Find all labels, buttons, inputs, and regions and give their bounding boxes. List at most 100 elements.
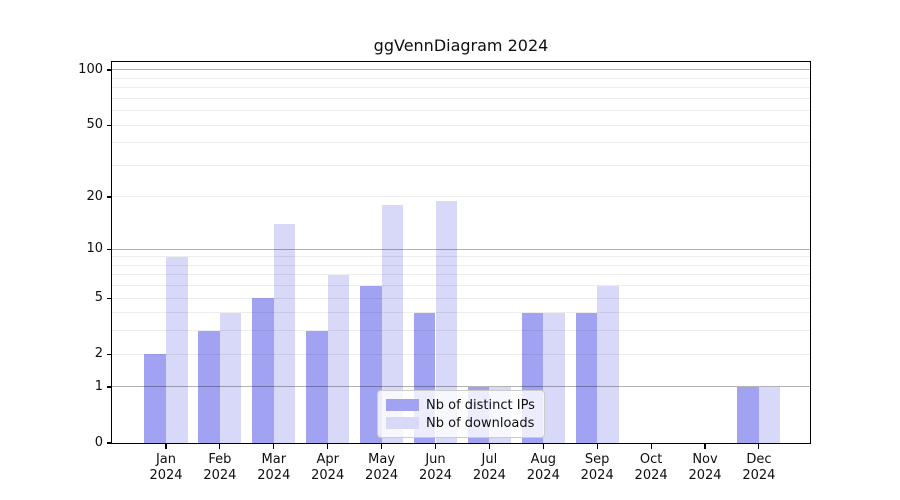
x-tick-label-dec: Dec 2024 (729, 452, 789, 483)
x-tick-month: Apr (316, 452, 339, 467)
bar-ips-apr (306, 330, 328, 443)
gridline-minor-8 (112, 264, 810, 266)
y-tick-label-2: 2 (94, 346, 103, 362)
legend: Nb of distinct IPs Nb of downloads (377, 390, 545, 438)
legend-label: Nb of distinct IPs (426, 397, 535, 413)
bar-ips-feb (198, 330, 220, 443)
x-tick-year: 2024 (365, 467, 399, 483)
bar-downloads-mar (273, 224, 296, 443)
gridline-minor-2 (112, 353, 810, 355)
gridline-minor-40 (112, 142, 810, 144)
gridline-minor-20 (112, 196, 810, 198)
bar-ips-may (360, 285, 382, 443)
gridline-major-1 (112, 386, 810, 388)
x-tick-mark (704, 444, 706, 449)
x-tick-month: Sep (584, 452, 610, 467)
legend-label: Nb of downloads (426, 415, 535, 431)
y-tick-mark (107, 353, 112, 355)
legend-swatch (386, 417, 419, 429)
x-tick-month: Jul (481, 452, 498, 467)
x-tick-month: Mar (261, 452, 287, 467)
y-tick-label-10: 10 (86, 241, 103, 257)
gridline-minor-7 (112, 274, 810, 276)
bar-ips-mar (252, 298, 274, 443)
x-tick-label-may: May 2024 (352, 452, 412, 483)
x-tick-month: Oct (639, 452, 663, 467)
legend-item-ips: Nb of distinct IPs (386, 397, 536, 414)
x-tick-year: 2024 (634, 467, 668, 483)
x-tick-mark (596, 444, 598, 449)
chart-title: ggVennDiagram 2024 (373, 36, 549, 55)
x-tick-label-feb: Feb 2024 (190, 452, 250, 483)
bar-downloads-apr (327, 274, 350, 443)
bar-ips-dec (737, 386, 759, 443)
y-tick-label-0: 0 (94, 435, 103, 450)
bar-downloads-feb (219, 312, 242, 443)
y-tick-mark (107, 124, 112, 126)
gridline-minor-4 (112, 312, 810, 314)
legend-item-downloads: Nb of downloads (386, 415, 536, 432)
x-tick-mark (165, 444, 167, 449)
gridline-minor-50 (112, 124, 810, 126)
x-tick-month: May (368, 452, 396, 467)
y-tick-mark (107, 297, 112, 299)
x-tick-year: 2024 (688, 467, 722, 483)
x-tick-mark (488, 444, 490, 449)
x-tick-mark (381, 444, 383, 449)
x-tick-year: 2024 (311, 467, 345, 483)
bar-downloads-may (381, 205, 404, 443)
x-tick-month: Aug (530, 452, 556, 467)
x-tick-label-oct: Oct 2024 (621, 452, 681, 483)
x-tick-label-apr: Apr 2024 (298, 452, 358, 483)
x-tick-mark (219, 444, 221, 449)
x-tick-year: 2024 (203, 467, 237, 483)
x-tick-year: 2024 (580, 467, 614, 483)
x-tick-year: 2024 (742, 467, 776, 483)
bar-downloads-jun (435, 200, 458, 443)
x-tick-label-jun: Jun 2024 (406, 452, 466, 483)
x-tick-month: Nov (692, 452, 718, 467)
bar-ips-sep (575, 312, 598, 443)
gridline-minor-3 (112, 330, 810, 332)
x-tick-month: Jan (155, 452, 177, 467)
gridline-minor-80 (112, 87, 810, 89)
x-tick-month: Feb (208, 452, 232, 467)
x-tick-label-nov: Nov 2024 (675, 452, 735, 483)
bar-downloads-jan (166, 256, 188, 443)
x-tick-year: 2024 (472, 467, 506, 483)
y-tick-mark (107, 442, 112, 444)
x-tick-year: 2024 (418, 467, 453, 483)
y-tick-label-100: 100 (78, 61, 103, 77)
x-tick-month: Dec (746, 452, 772, 467)
x-tick-mark (273, 444, 275, 449)
gridline-major-100 (112, 69, 810, 71)
y-tick-mark (107, 386, 112, 388)
x-tick-mark (327, 444, 329, 449)
gridline-minor-30 (112, 164, 810, 166)
x-tick-mark (650, 444, 652, 449)
y-tick-label-5: 5 (94, 290, 103, 306)
y-tick-mark (107, 248, 112, 250)
y-tick-label-50: 50 (86, 117, 103, 133)
y-tick-mark (107, 69, 112, 71)
gridline-minor-5 (112, 297, 810, 299)
legend-swatch (386, 399, 419, 411)
x-tick-label-mar: Mar 2024 (244, 452, 304, 483)
y-tick-mark (107, 196, 112, 198)
x-tick-year: 2024 (526, 467, 560, 483)
x-tick-month: Jun (425, 452, 446, 467)
x-tick-mark (542, 444, 544, 449)
x-tick-label-sep: Sep 2024 (567, 452, 627, 483)
x-tick-year: 2024 (257, 467, 291, 483)
gridline-minor-70 (112, 97, 810, 99)
bar-ips-jan (144, 354, 166, 443)
y-tick-label-20: 20 (86, 188, 103, 204)
x-tick-mark (758, 444, 760, 449)
x-tick-label-aug: Aug 2024 (513, 452, 573, 483)
gridline-minor-9 (112, 256, 810, 258)
bar-downloads-aug (543, 312, 565, 443)
bar-downloads-dec (758, 386, 781, 443)
plot-area (111, 61, 811, 444)
gridline-major-10 (112, 248, 810, 250)
gridline-minor-90 (112, 77, 810, 79)
